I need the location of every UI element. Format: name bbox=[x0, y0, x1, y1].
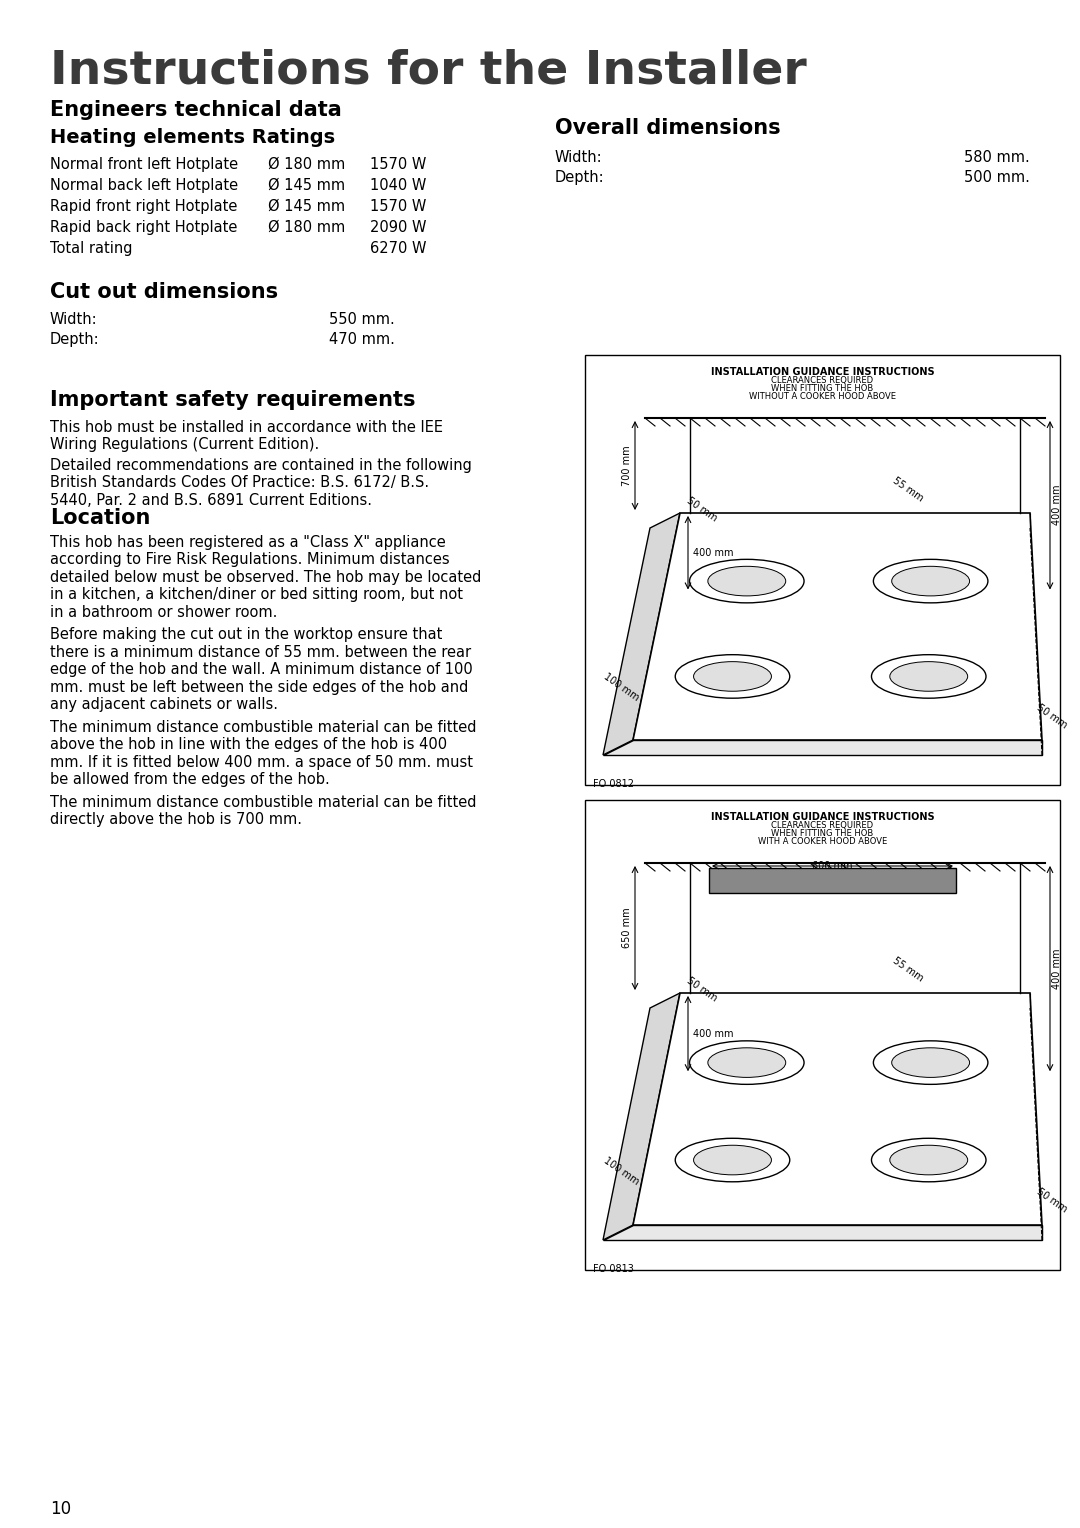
Text: Ø 145 mm: Ø 145 mm bbox=[268, 199, 346, 214]
Text: CLEARANCES REQUIRED: CLEARANCES REQUIRED bbox=[771, 376, 874, 385]
Text: 650 mm: 650 mm bbox=[622, 908, 632, 949]
Text: 50 mm: 50 mm bbox=[1036, 1186, 1069, 1215]
Text: 1040 W: 1040 W bbox=[370, 177, 427, 193]
Text: 550 mm.: 550 mm. bbox=[329, 312, 395, 327]
Ellipse shape bbox=[689, 1041, 804, 1085]
Polygon shape bbox=[633, 513, 1042, 740]
Text: Depth:: Depth: bbox=[50, 332, 99, 347]
Text: 10: 10 bbox=[50, 1500, 71, 1517]
Text: The minimum distance combustible material can be fitted
directly above the hob i: The minimum distance combustible materia… bbox=[50, 795, 476, 827]
Text: 100 mm: 100 mm bbox=[602, 1155, 640, 1187]
Text: WITH A COOKER HOOD ABOVE: WITH A COOKER HOOD ABOVE bbox=[758, 837, 887, 847]
Ellipse shape bbox=[707, 1048, 786, 1077]
Ellipse shape bbox=[689, 559, 804, 604]
Ellipse shape bbox=[675, 654, 789, 698]
Ellipse shape bbox=[675, 1138, 789, 1181]
Text: 700 mm: 700 mm bbox=[622, 445, 632, 486]
Text: FO 0812: FO 0812 bbox=[593, 779, 634, 788]
Text: WHEN FITTING THE HOB: WHEN FITTING THE HOB bbox=[771, 830, 874, 837]
Bar bbox=[585, 354, 1059, 785]
Text: Detailed recommendations are contained in the following
British Standards Codes : Detailed recommendations are contained i… bbox=[50, 458, 472, 507]
Text: 55 mm: 55 mm bbox=[891, 955, 924, 983]
Text: Ø 180 mm: Ø 180 mm bbox=[268, 157, 346, 173]
Text: Important safety requirements: Important safety requirements bbox=[50, 390, 416, 410]
Text: Rapid back right Hotplate: Rapid back right Hotplate bbox=[50, 220, 238, 235]
Text: 1570 W: 1570 W bbox=[370, 199, 427, 214]
Text: 50 mm: 50 mm bbox=[685, 975, 719, 1002]
Text: 580 mm.: 580 mm. bbox=[964, 150, 1030, 165]
Text: Width:: Width: bbox=[555, 150, 603, 165]
Polygon shape bbox=[603, 513, 680, 755]
Ellipse shape bbox=[872, 1138, 986, 1181]
Text: Overall dimensions: Overall dimensions bbox=[555, 118, 781, 138]
Text: Heating elements Ratings: Heating elements Ratings bbox=[50, 128, 335, 147]
Text: Engineers technical data: Engineers technical data bbox=[50, 99, 341, 121]
Ellipse shape bbox=[872, 654, 986, 698]
Ellipse shape bbox=[892, 567, 970, 596]
Text: FO 0813: FO 0813 bbox=[593, 1264, 634, 1274]
Text: 1570 W: 1570 W bbox=[370, 157, 427, 173]
Text: 500 mm.: 500 mm. bbox=[964, 170, 1030, 185]
Ellipse shape bbox=[890, 1146, 968, 1175]
Text: Before making the cut out in the worktop ensure that
there is a minimum distance: Before making the cut out in the worktop… bbox=[50, 628, 473, 712]
Bar bbox=[585, 801, 1059, 1270]
Text: Instructions for the Installer: Instructions for the Installer bbox=[50, 47, 807, 93]
Ellipse shape bbox=[707, 567, 786, 596]
Text: Width:: Width: bbox=[50, 312, 97, 327]
Polygon shape bbox=[603, 1225, 1042, 1241]
Bar bbox=[708, 868, 956, 892]
Text: Ø 180 mm: Ø 180 mm bbox=[268, 220, 346, 235]
Text: This hob must be installed in accordance with the IEE
Wiring Regulations (Curren: This hob must be installed in accordance… bbox=[50, 420, 443, 452]
Text: Depth:: Depth: bbox=[555, 170, 605, 185]
Text: 50 mm: 50 mm bbox=[1036, 701, 1069, 730]
Text: WITHOUT A COOKER HOOD ABOVE: WITHOUT A COOKER HOOD ABOVE bbox=[750, 393, 896, 400]
Text: 400 mm: 400 mm bbox=[1052, 484, 1062, 526]
Text: Cut out dimensions: Cut out dimensions bbox=[50, 283, 279, 303]
Text: This hob has been registered as a "Class X" appliance
according to Fire Risk Reg: This hob has been registered as a "Class… bbox=[50, 535, 482, 619]
Ellipse shape bbox=[874, 1041, 988, 1085]
Text: 400 mm: 400 mm bbox=[1052, 949, 1062, 989]
Text: 600 mm: 600 mm bbox=[812, 860, 853, 871]
Text: Location: Location bbox=[50, 507, 150, 529]
Text: 100 mm: 100 mm bbox=[602, 671, 640, 703]
Text: CLEARANCES REQUIRED: CLEARANCES REQUIRED bbox=[771, 821, 874, 830]
Polygon shape bbox=[603, 740, 1042, 755]
Text: 400 mm: 400 mm bbox=[693, 547, 733, 558]
Text: 55 mm: 55 mm bbox=[891, 475, 924, 503]
Text: Ø 145 mm: Ø 145 mm bbox=[268, 177, 346, 193]
Text: INSTALLATION GUIDANCE INSTRUCTIONS: INSTALLATION GUIDANCE INSTRUCTIONS bbox=[711, 811, 934, 822]
Ellipse shape bbox=[874, 559, 988, 604]
Text: The minimum distance combustible material can be fitted
above the hob in line wi: The minimum distance combustible materia… bbox=[50, 720, 476, 787]
Polygon shape bbox=[633, 993, 1042, 1225]
Text: 470 mm.: 470 mm. bbox=[329, 332, 395, 347]
Ellipse shape bbox=[892, 1048, 970, 1077]
Ellipse shape bbox=[693, 1146, 771, 1175]
Text: 50 mm: 50 mm bbox=[685, 495, 719, 523]
Text: Normal front left Hotplate: Normal front left Hotplate bbox=[50, 157, 238, 173]
Text: WHEN FITTING THE HOB: WHEN FITTING THE HOB bbox=[771, 384, 874, 393]
Ellipse shape bbox=[890, 662, 968, 691]
Text: Total rating: Total rating bbox=[50, 241, 133, 257]
Text: Rapid front right Hotplate: Rapid front right Hotplate bbox=[50, 199, 238, 214]
Text: 6270 W: 6270 W bbox=[370, 241, 427, 257]
Ellipse shape bbox=[693, 662, 771, 691]
Text: INSTALLATION GUIDANCE INSTRUCTIONS: INSTALLATION GUIDANCE INSTRUCTIONS bbox=[711, 367, 934, 377]
Polygon shape bbox=[603, 993, 680, 1241]
Text: 400 mm: 400 mm bbox=[693, 1028, 733, 1039]
Text: 2090 W: 2090 W bbox=[370, 220, 427, 235]
Text: Normal back left Hotplate: Normal back left Hotplate bbox=[50, 177, 238, 193]
